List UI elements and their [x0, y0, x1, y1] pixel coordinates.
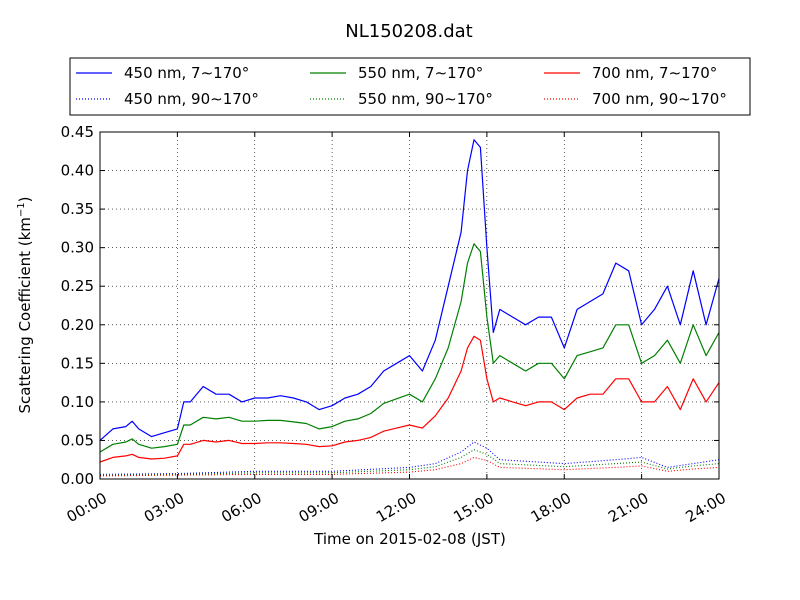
- x-tick-label: 24:00: [683, 489, 729, 526]
- series-lines: [99, 139, 720, 477]
- legend-label: 700 nm, 7∼170°: [592, 64, 717, 82]
- x-tick-label: 15:00: [450, 489, 496, 526]
- y-tick-label: 0.20: [61, 316, 94, 334]
- series-line: [99, 139, 720, 441]
- y-tick-label: 0.25: [61, 277, 94, 295]
- x-tick-label: 00:00: [64, 489, 110, 526]
- plot-area: [100, 132, 719, 479]
- series-line: [99, 335, 720, 463]
- y-tick-label: 0.05: [61, 431, 94, 449]
- y-tick-label: 0.40: [61, 162, 94, 180]
- y-axis-label-main: Scattering Coefficient (km: [16, 217, 34, 413]
- y-tick-label: 0.00: [61, 470, 94, 488]
- y-tick-label: 0.35: [61, 200, 94, 218]
- legend-label: 550 nm, 90∼170°: [358, 90, 493, 108]
- legend-box: [69, 57, 751, 116]
- legend-label: 550 nm, 7∼170°: [358, 64, 483, 82]
- y-axis-label-end: ): [16, 196, 34, 202]
- x-tick-label: 09:00: [296, 489, 342, 526]
- legend: 450 nm, 7∼170° 550 nm, 7∼170° 700 nm, 7∼17…: [76, 64, 727, 108]
- y-tick-label: 0.45: [61, 123, 94, 141]
- y-tick-label: 0.10: [61, 393, 94, 411]
- series-line: [99, 441, 720, 475]
- x-tick-label: 03:00: [141, 489, 187, 526]
- y-axis-ticks: 0.00 0.05 0.10 0.15 0.20 0.25 0.30 0.35 0.40 0.45: [61, 123, 719, 488]
- y-axis-label-superscript: −1: [16, 202, 27, 217]
- y-tick-label: 0.15: [61, 354, 94, 372]
- y-tick-label: 0.30: [61, 239, 94, 257]
- legend-label: 450 nm, 90∼170°: [124, 90, 259, 108]
- series-line: [99, 449, 720, 476]
- x-tick-label: 12:00: [373, 489, 419, 526]
- x-tick-label: 21:00: [605, 489, 651, 526]
- x-tick-label: 06:00: [218, 489, 264, 526]
- legend-label: 700 nm, 90∼170°: [592, 90, 727, 108]
- x-axis-label: Time on 2015-02-08 (JST): [313, 530, 506, 548]
- legend-label: 450 nm, 7∼170°: [124, 64, 249, 82]
- y-axis-label: Scattering Coefficient (km−1): [16, 196, 34, 413]
- chart-title: NL150208.dat: [345, 21, 472, 42]
- x-tick-label: 18:00: [528, 489, 574, 526]
- series-line: [99, 243, 720, 453]
